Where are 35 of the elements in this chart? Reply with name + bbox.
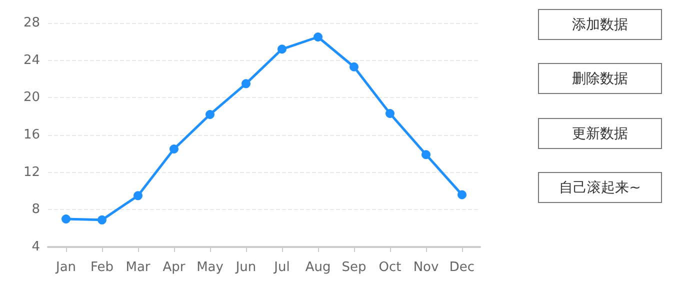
point (314, 32, 322, 42)
x-tick-label: May (196, 260, 224, 275)
x-tick-label: Oct (378, 260, 402, 275)
x-tick-label: Feb (90, 260, 114, 275)
x-tick-label: Jun (234, 260, 256, 275)
point (386, 109, 394, 118)
text: 删除数据 (538, 63, 662, 94)
point (278, 44, 286, 54)
x-tick-label: Aug (305, 260, 331, 275)
y-tick-label: 28 (23, 16, 40, 30)
text: 自己滚起来~ (538, 172, 662, 203)
y-tick-label: 4 (32, 240, 40, 254)
y-tick-label: 16 (23, 128, 40, 142)
x-tick-label: Jan (54, 260, 76, 275)
text: 添加数据 (538, 9, 662, 40)
point (422, 150, 430, 160)
x-tick-label: Jul (273, 260, 290, 275)
y-tick-label: 8 (32, 202, 40, 218)
x-tick-label: Dec (449, 260, 475, 275)
x-tick-label: Sep (342, 260, 366, 275)
point (98, 215, 106, 224)
point (242, 79, 250, 88)
point (350, 62, 358, 72)
point (206, 110, 214, 119)
y-tick-label: 20 (23, 90, 40, 106)
point (62, 214, 70, 224)
x-tick-label: Apr (162, 260, 186, 275)
x-tick-label: Nov (413, 260, 439, 275)
y-tick-label: 24 (23, 52, 40, 68)
y-tick-label: 12 (23, 164, 40, 180)
text: 更新数据 (538, 118, 662, 149)
point (170, 144, 178, 154)
x-tick-label: Mar (126, 260, 151, 275)
point (458, 190, 466, 200)
point (134, 191, 142, 200)
